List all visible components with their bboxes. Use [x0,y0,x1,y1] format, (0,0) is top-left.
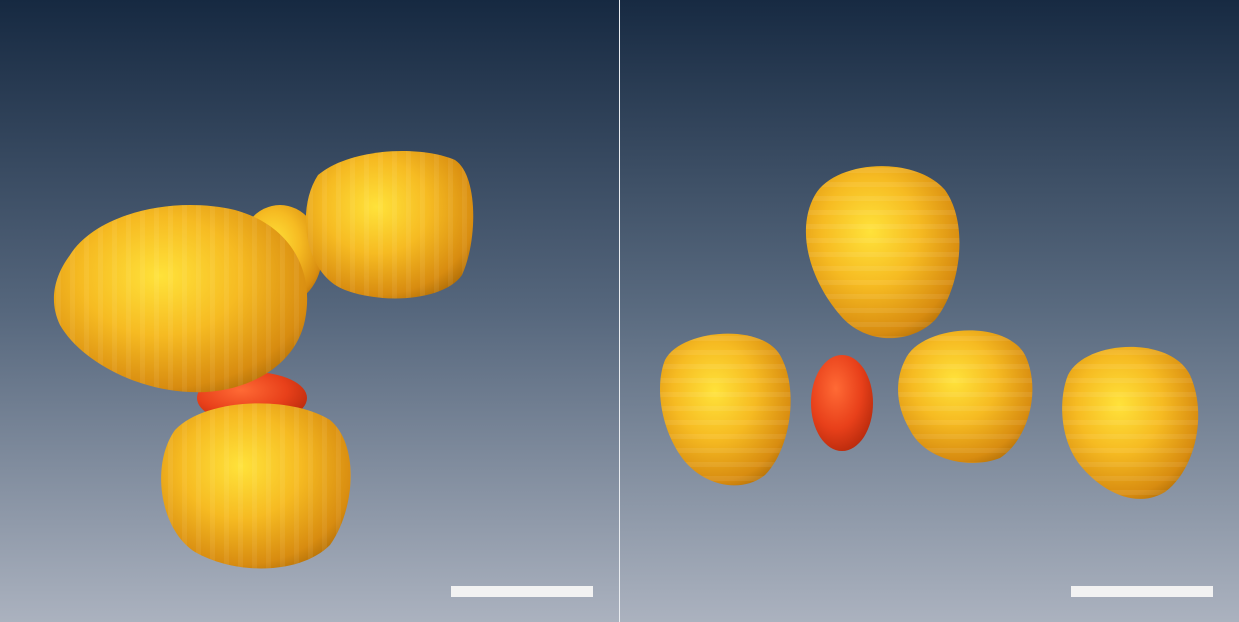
left-render [0,0,619,622]
right-render [620,0,1239,622]
scale-bar [451,586,593,597]
red-blob [811,355,873,451]
left-panel [0,0,619,622]
right-panel [620,0,1239,622]
panel-divider [619,0,620,622]
scale-bar [1071,586,1213,597]
